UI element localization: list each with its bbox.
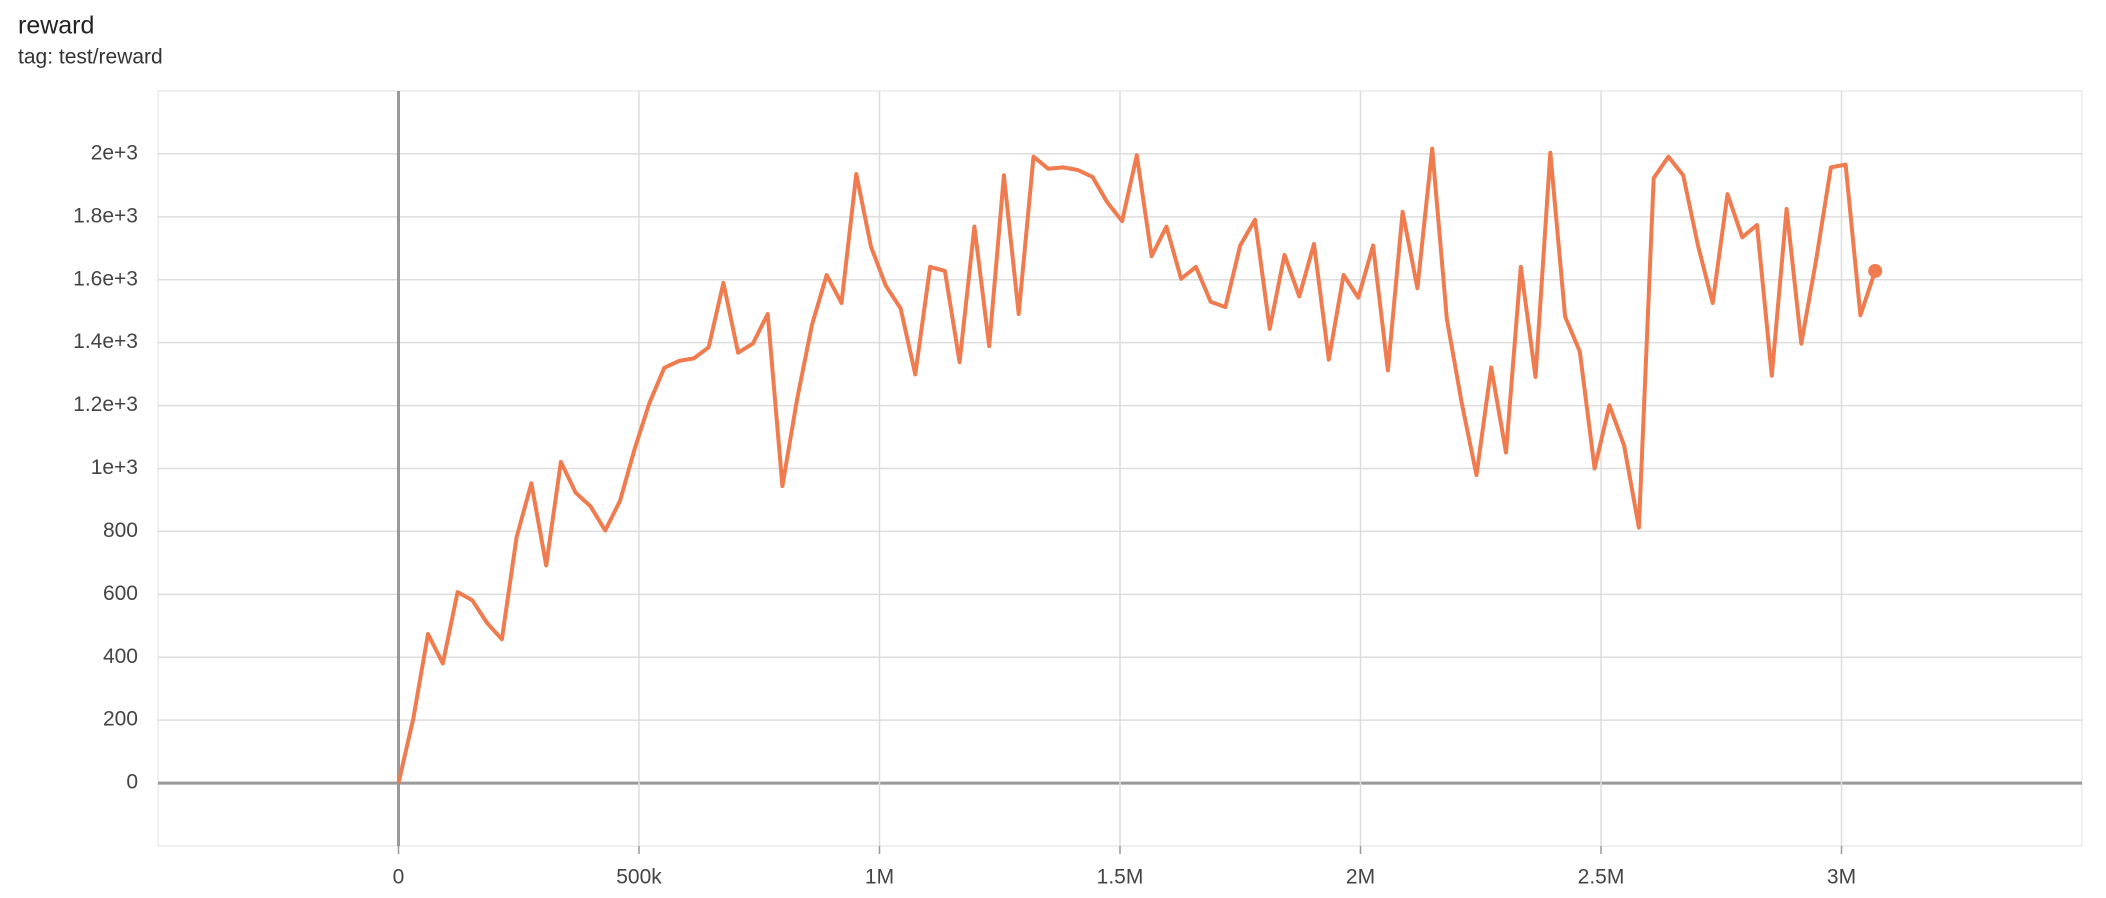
chart-title: reward <box>18 12 94 40</box>
y-tick-label: 1.8e+3 <box>73 204 138 227</box>
y-tick-label: 1e+3 <box>91 456 138 479</box>
y-tick-label: 0 <box>126 771 138 794</box>
x-tick-label: 1.5M <box>1097 866 1144 889</box>
y-tick-label: 400 <box>103 645 138 668</box>
x-tick-label: 2.5M <box>1578 866 1625 889</box>
y-tick-label: 1.2e+3 <box>73 393 138 416</box>
series-line <box>396 146 1878 784</box>
chart-subtitle: tag: test/reward <box>18 46 163 69</box>
y-tick-label: 2e+3 <box>91 141 138 164</box>
y-tick-label: 600 <box>103 582 138 605</box>
x-tick-label: 500k <box>616 866 662 889</box>
x-tick-label: 0 <box>393 866 405 889</box>
x-tick-label: 2M <box>1346 866 1375 889</box>
y-tick-label: 200 <box>103 708 138 731</box>
x-tick-label: 1M <box>865 866 894 889</box>
y-tick-label: 1.6e+3 <box>73 267 138 290</box>
y-tick-label: 1.4e+3 <box>73 330 138 353</box>
last-point <box>1868 263 1883 278</box>
y-tick-label: 800 <box>103 519 138 542</box>
x-tick-label: 3M <box>1827 866 1856 889</box>
